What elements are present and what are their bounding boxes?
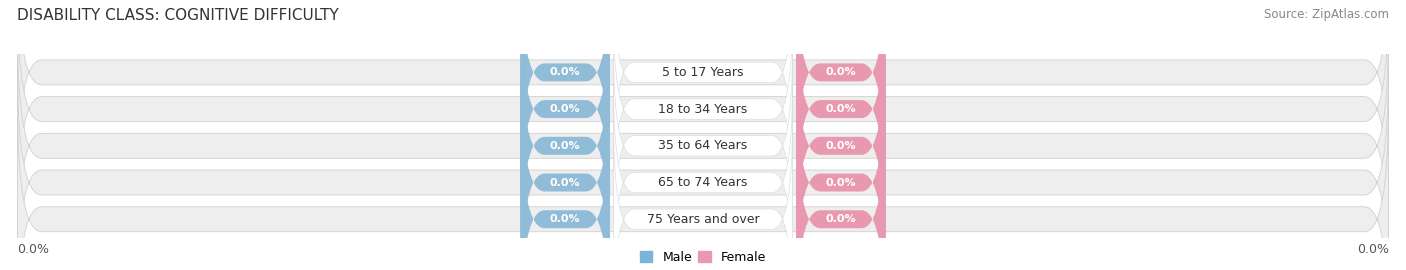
Text: 0.0%: 0.0%	[825, 177, 856, 188]
FancyBboxPatch shape	[520, 26, 610, 265]
Text: 0.0%: 0.0%	[550, 104, 581, 114]
Text: 0.0%: 0.0%	[825, 67, 856, 77]
FancyBboxPatch shape	[613, 119, 793, 270]
Text: 35 to 64 Years: 35 to 64 Years	[658, 139, 748, 152]
Text: DISABILITY CLASS: COGNITIVE DIFFICULTY: DISABILITY CLASS: COGNITIVE DIFFICULTY	[17, 8, 339, 23]
Text: 0.0%: 0.0%	[550, 177, 581, 188]
Text: 0.0%: 0.0%	[550, 67, 581, 77]
FancyBboxPatch shape	[613, 0, 793, 172]
FancyBboxPatch shape	[520, 63, 610, 270]
FancyBboxPatch shape	[520, 0, 610, 192]
FancyBboxPatch shape	[17, 30, 1389, 262]
FancyBboxPatch shape	[613, 83, 793, 270]
Text: 0.0%: 0.0%	[1357, 243, 1389, 256]
Text: 65 to 74 Years: 65 to 74 Years	[658, 176, 748, 189]
Text: 0.0%: 0.0%	[825, 214, 856, 224]
FancyBboxPatch shape	[796, 26, 886, 265]
Text: 0.0%: 0.0%	[825, 141, 856, 151]
FancyBboxPatch shape	[613, 9, 793, 209]
Text: 0.0%: 0.0%	[550, 141, 581, 151]
FancyBboxPatch shape	[796, 0, 886, 192]
Text: 0.0%: 0.0%	[550, 214, 581, 224]
FancyBboxPatch shape	[796, 63, 886, 270]
Text: 0.0%: 0.0%	[17, 243, 49, 256]
Text: 75 Years and over: 75 Years and over	[647, 213, 759, 226]
FancyBboxPatch shape	[796, 0, 886, 229]
Legend: Male, Female: Male, Female	[640, 251, 766, 264]
FancyBboxPatch shape	[520, 0, 610, 229]
Text: 5 to 17 Years: 5 to 17 Years	[662, 66, 744, 79]
FancyBboxPatch shape	[613, 46, 793, 246]
Text: 0.0%: 0.0%	[825, 104, 856, 114]
FancyBboxPatch shape	[17, 0, 1389, 188]
Text: 18 to 34 Years: 18 to 34 Years	[658, 103, 748, 116]
Text: Source: ZipAtlas.com: Source: ZipAtlas.com	[1264, 8, 1389, 21]
FancyBboxPatch shape	[520, 100, 610, 270]
FancyBboxPatch shape	[17, 0, 1389, 225]
FancyBboxPatch shape	[17, 103, 1389, 270]
FancyBboxPatch shape	[796, 100, 886, 270]
FancyBboxPatch shape	[17, 66, 1389, 270]
